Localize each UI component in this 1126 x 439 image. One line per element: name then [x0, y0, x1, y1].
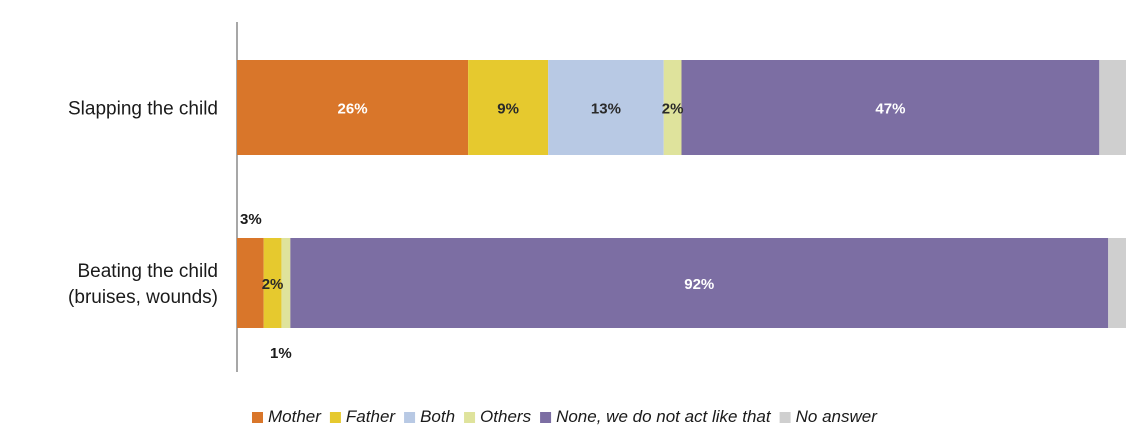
- bar-others-0: [663, 60, 682, 155]
- legend-label-others: Others: [480, 407, 532, 426]
- bar-both-0: [548, 60, 664, 155]
- data-label-father-0: 9%: [497, 101, 519, 118]
- legend-swatch-mother: [252, 412, 263, 423]
- bars: [237, 60, 1126, 328]
- data-label-none-we-do-not-act-like-that-0: 47%: [875, 101, 905, 118]
- bar-no-answer-1: [1108, 238, 1126, 328]
- legend-label-father: Father: [346, 407, 396, 426]
- data-label-mother-1: 3%: [240, 211, 262, 228]
- legend-swatch-others: [464, 412, 476, 423]
- data-labels: 26% 9% 13% 2% 47% 3% 2% 1% 92%: [240, 101, 905, 363]
- bar-none-we-do-not-act-like-that-0: [681, 60, 1100, 155]
- legend-swatch-none-we-do-not-act-like-that: [540, 412, 552, 423]
- bar-father-1: [263, 238, 282, 328]
- category-label-0-line-0: Slapping the child: [68, 99, 218, 120]
- bar-father-0: [468, 60, 549, 155]
- legend-swatch-father: [329, 412, 341, 423]
- data-label-father-1: 2%: [262, 276, 284, 293]
- legend: Mother Father Both Others None, we do not ac…: [252, 407, 878, 426]
- data-label-others-1: 1%: [270, 345, 292, 362]
- data-label-others-0: 2%: [662, 101, 684, 118]
- bar-no-answer-0: [1099, 60, 1126, 155]
- bar-others-1: [281, 238, 291, 328]
- legend-label-none-we-do-not-act-like-that: None, we do not act like that: [556, 407, 772, 426]
- category-labels: Slapping the child Beating the child (brui…: [68, 99, 218, 309]
- category-label-1-line-1: (bruises, wounds): [68, 287, 218, 308]
- bar-none-we-do-not-act-like-that-1: [290, 238, 1109, 328]
- legend-label-both: Both: [420, 407, 455, 426]
- bar-mother-0: [237, 60, 469, 155]
- data-label-mother-0: 26%: [338, 101, 368, 118]
- legend-swatch-no-answer: [779, 412, 791, 423]
- data-label-both-0: 13%: [591, 101, 621, 118]
- legend-label-no-answer: No answer: [796, 407, 879, 426]
- category-label-1-line-0: Beating the child: [78, 261, 219, 282]
- legend-label-mother: Mother: [268, 407, 322, 426]
- legend-swatch-both: [404, 412, 416, 423]
- data-label-none-we-do-not-act-like-that-1: 92%: [684, 276, 714, 293]
- bar-mother-1: [237, 238, 264, 328]
